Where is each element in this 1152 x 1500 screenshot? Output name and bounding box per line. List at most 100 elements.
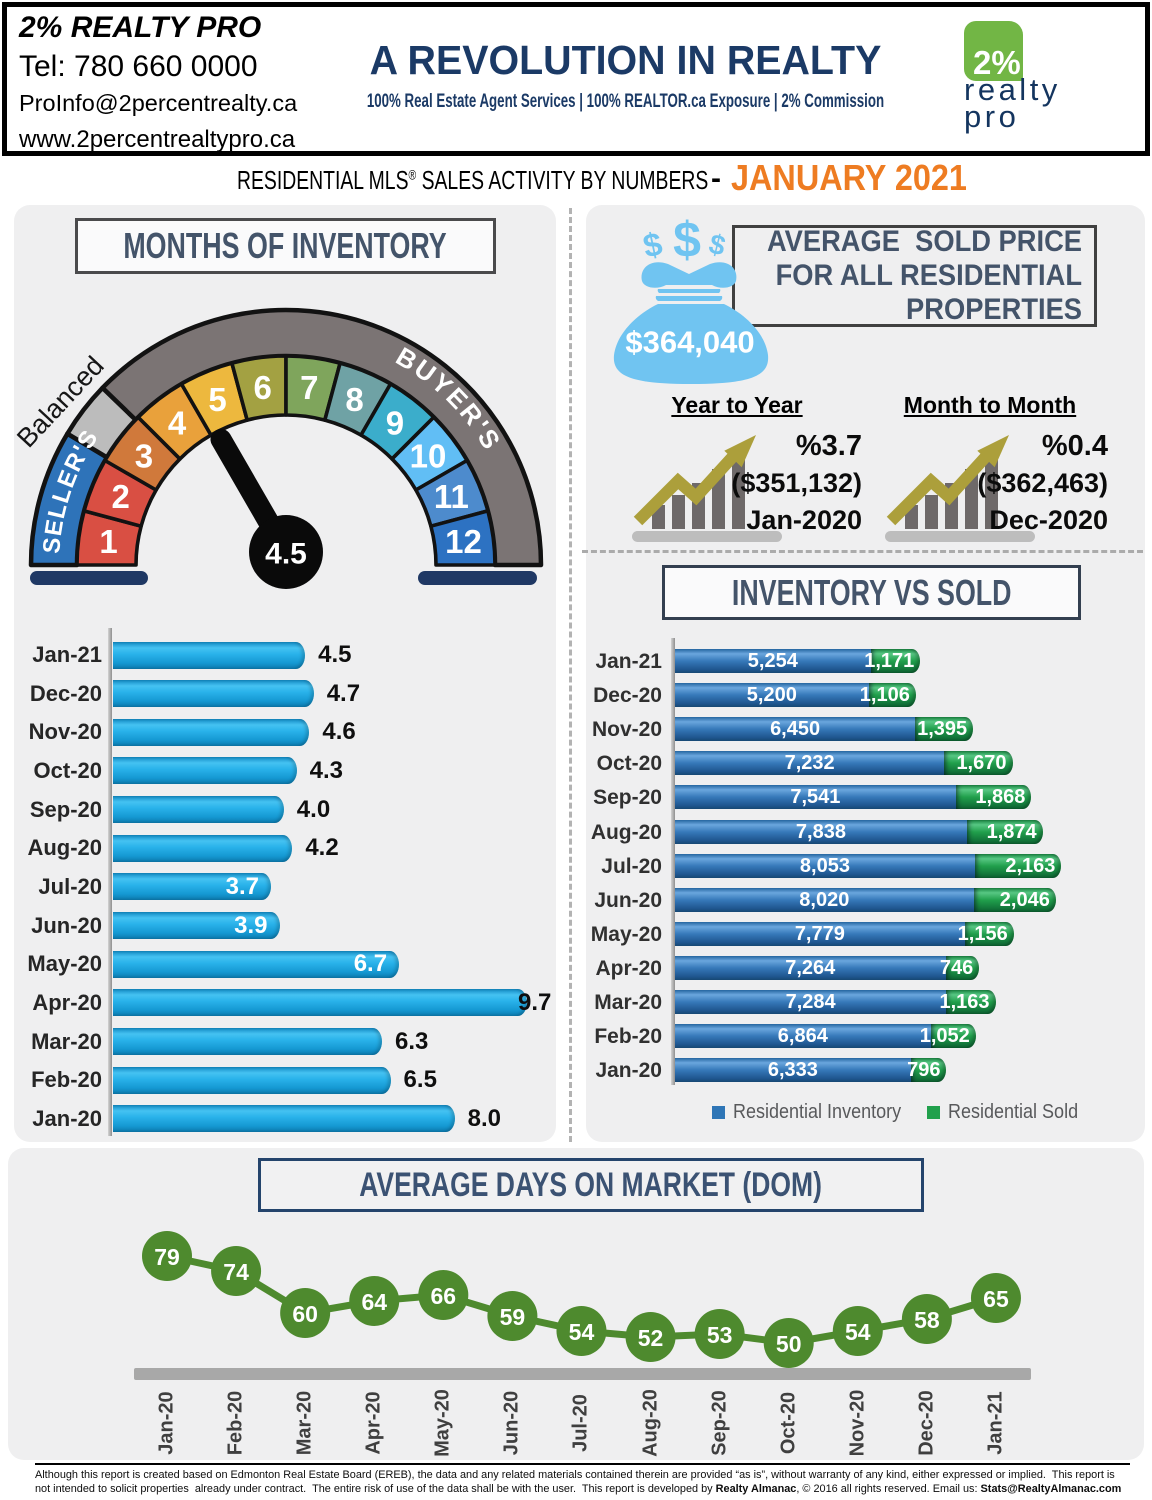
moi-value-label: 4.7	[326, 679, 361, 707]
sold-value-label: 1,106	[859, 684, 910, 707]
moi-chart-axis	[108, 628, 112, 1136]
chart-bar-5	[985, 453, 998, 529]
dom-tick-text: Nov-20	[846, 1389, 869, 1457]
logo-word-pro: pro	[964, 99, 1020, 134]
inv-month-label: Oct-20	[596, 752, 662, 776]
header: 2% REALTY PRO Tel: 780 660 0000 ProInfo@…	[2, 2, 1150, 156]
dom-tick-label: Dec-20	[915, 1386, 939, 1460]
inventory-value-label: 6,450	[770, 718, 821, 741]
chart-base-bar	[885, 531, 1035, 542]
year-to-year-label: Year to Year	[671, 392, 803, 418]
company-logo: 2% realty pro	[960, 18, 1090, 140]
email-address: ProInfo@2percentrealty.ca	[19, 90, 298, 116]
year-to-year-values: %3.7 ($351,132) Jan-2020	[636, 428, 862, 539]
days-on-market-title: AVERAGE DAYS ON MARKET (DOM)	[258, 1158, 924, 1212]
inventory-bar-segment	[675, 717, 916, 742]
sold-value-label: 796	[907, 1059, 941, 1082]
moi-bar	[113, 1066, 391, 1094]
phone-number: Tel: 780 660 0000	[19, 50, 258, 83]
report-period: JANUARY 2021	[731, 157, 967, 198]
inventory-value-label: 7,541	[790, 786, 841, 809]
footer-disclaimer: Although this report is created based on…	[35, 1469, 1145, 1497]
dom-tick-text: Sep-20	[708, 1390, 731, 1456]
dom-value-label: 52	[638, 1325, 664, 1351]
inventory-bar-segment	[675, 819, 967, 844]
footer-divider	[35, 1463, 1130, 1465]
sold-value-label: 2,163	[1005, 854, 1056, 877]
dom-chart-axis	[134, 1368, 1031, 1380]
sold-legend-label: Residential Sold	[948, 1101, 1079, 1123]
sold-value-label: 1,868	[975, 786, 1026, 809]
inv-month-label: Feb-20	[594, 1025, 662, 1049]
inventory-vs-sold-title: INVENTORY VS SOLD	[662, 565, 1081, 620]
stats-email: Stats@RealtyAlmanac.com	[980, 1482, 1122, 1495]
dom-tick-label: Aug-20	[639, 1386, 663, 1460]
mtm-amount: ($362,463)	[977, 468, 1108, 498]
moi-value-label: 4.5	[318, 641, 352, 668]
gauge-number-2: 2	[111, 478, 129, 515]
inv-month-label: Sep-20	[593, 786, 662, 810]
upward-arrow-head	[724, 435, 756, 468]
moi-month-label: Mar-20	[31, 1028, 102, 1054]
inventory-legend-swatch	[712, 1106, 725, 1119]
moi-month-label: May-20	[27, 951, 102, 977]
dom-tick-text: May-20	[431, 1389, 454, 1457]
inventory-value-label: 5,200	[746, 684, 797, 707]
inventory-value-label: 8,020	[799, 888, 850, 911]
inventory-bar-segment	[675, 955, 946, 980]
inventory-value-label: 7,264	[785, 956, 836, 979]
moi-month-label: Aug-20	[27, 835, 102, 861]
gauge-value-label: 4.5	[265, 538, 307, 571]
days-on-market-chart: 79 74 60 64 66 59 54 52 53 50 54 58 65	[142, 1231, 1021, 1368]
dom-tick-label: Jun-20	[500, 1386, 524, 1460]
chart-bar-2	[672, 495, 685, 529]
dom-value-label: 65	[983, 1286, 1009, 1312]
dom-value-label: 54	[569, 1319, 595, 1345]
website-url: www.2percentrealtypro.ca	[19, 126, 296, 153]
sold-value-label: 1,171	[864, 650, 915, 672]
chart-bar-2	[925, 495, 938, 529]
dom-tick-text: Apr-20	[362, 1391, 385, 1455]
inventory-value-label: 6,864	[777, 1025, 828, 1048]
moi-bar	[113, 757, 297, 785]
dom-tick-text: Aug-20	[639, 1389, 662, 1457]
gauge-number-12: 12	[445, 523, 482, 560]
upward-arrow-line	[886, 446, 996, 526]
dom-value-label: 54	[845, 1319, 871, 1345]
inventory-legend-label: Residential Inventory	[733, 1101, 902, 1123]
gauge-number-7: 7	[300, 369, 318, 406]
moi-value-label: 9.7	[518, 988, 552, 1016]
sold-bar-segment	[964, 921, 1014, 946]
gauge-left-foot	[30, 571, 148, 585]
dom-tick-label: Jan-21	[984, 1386, 1008, 1460]
dom-tick-text: Oct-20	[777, 1391, 800, 1455]
money-bag-icon: $ $ $ $364,040	[613, 213, 769, 384]
growth-chart-icon-year	[632, 435, 782, 542]
inventory-bar-segment	[675, 853, 975, 878]
inv-month-label: Mar-20	[594, 991, 662, 1014]
price-title-line1: AVERAGE SOLD PRICE	[766, 225, 1082, 258]
dom-marker	[142, 1231, 192, 1281]
inventory-vs-sold-title-text: INVENTORY VS SOLD	[731, 571, 1012, 613]
inventory-value-label: 5,254	[747, 650, 798, 672]
dom-tick-label: Oct-20	[777, 1386, 801, 1460]
moi-value-label: 4.6	[322, 718, 356, 746]
dom-marker	[901, 1294, 952, 1344]
yty-amount: ($351,132)	[731, 468, 862, 498]
report-title-text: RESIDENTIAL MLS® SALES ACTIVITY BY NUMBE…	[237, 165, 708, 196]
inventory-value-label: 7,779	[794, 922, 845, 945]
dom-tick-text: Jul-20	[569, 1394, 592, 1452]
mtm-period: Dec-2020	[989, 505, 1108, 535]
moi-value-label: 8.0	[467, 1104, 501, 1132]
dom-marker	[418, 1270, 469, 1320]
gauge-number-11: 11	[434, 478, 469, 515]
moi-month-label: Feb-20	[31, 1067, 102, 1093]
dom-value-label: 79	[154, 1244, 180, 1270]
dom-value-label: 64	[361, 1289, 387, 1315]
gauge-number-1: 1	[99, 523, 117, 560]
dom-value-label: 59	[500, 1304, 526, 1330]
dom-marker	[970, 1273, 1021, 1323]
inventory-value-label: 7,232	[784, 752, 835, 775]
money-bag-tie2	[655, 296, 723, 301]
dom-marker	[694, 1309, 745, 1359]
